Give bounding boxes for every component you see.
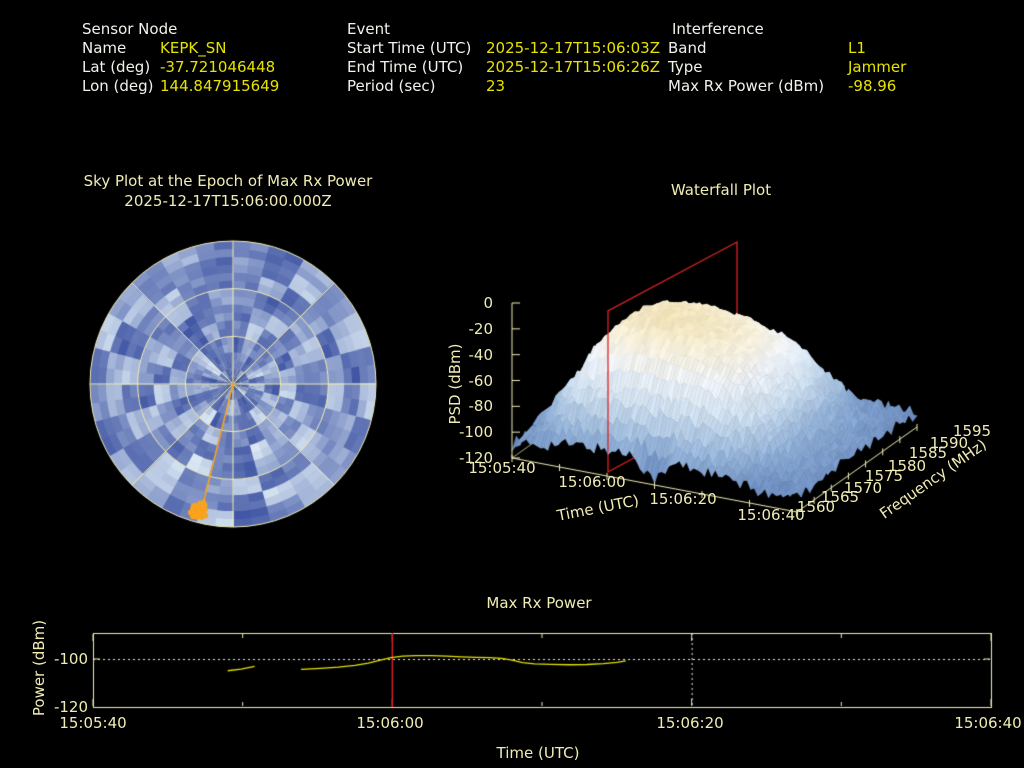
sky-plot-title: Sky Plot at the Epoch of Max Rx Power [83,172,373,190]
event-start-label: Start Time (UTC) [347,39,472,57]
interference-title: Interference [672,20,764,38]
waterfall-time-tick: 15:06:40 [737,506,805,524]
sky-plot-subtitle: 2025-12-17T15:06:00.000Z [124,192,332,210]
waterfall-z-tick: -100 [458,423,493,441]
waterfall-z-tick: -60 [468,372,494,390]
waterfall-title: Waterfall Plot [670,181,772,199]
sensor-lat-label: Lat (deg) [82,58,151,76]
waterfall-z-tick: -80 [468,397,494,415]
waterfall-z-tick: -20 [468,320,494,338]
waterfall-freq-tick: 1570 [843,479,883,497]
sensor-name-label: Name [82,39,127,57]
interference-type-label: Type [668,58,703,76]
interference-band-value: L1 [848,39,866,57]
sensor-name-value: KEPK_SN [160,39,227,57]
sensor-node-title: Sensor Node [82,20,178,38]
interference-power-label: Max Rx Power (dBm) [668,77,825,95]
power-x-axis-label: Time (UTC) [496,744,580,762]
power-y-tick: -120 [53,698,88,716]
waterfall-time-tick: 15:05:40 [468,459,536,477]
power-y-tick: -100 [53,650,88,668]
sensor-lat-value: -37.721046448 [160,58,276,76]
event-period-value: 23 [486,77,506,95]
event-start-value: 2025-12-17T15:06:03Z [486,39,660,57]
power-x-tick: 15:05:40 [59,714,127,732]
waterfall-freq-tick: 1560 [796,498,836,516]
waterfall-freq-tick: 1580 [887,457,927,475]
waterfall-z-tick: 0 [483,294,493,312]
interference-type-value: Jammer [848,58,907,76]
interference-band-label: Band [668,39,707,57]
sensor-lon-label: Lon (deg) [82,77,154,95]
waterfall-freq-tick: 1590 [929,434,969,452]
waterfall-z-tick: -120 [458,449,493,467]
interference-power-value: -98.96 [848,77,897,95]
waterfall-z-axis-label: PSD (dBm) [446,343,464,425]
waterfall-freq-tick: 1595 [952,422,992,440]
sensor-lon-value: 144.847915649 [160,77,280,95]
event-end-value: 2025-12-17T15:06:26Z [486,58,660,76]
waterfall-freq-tick: 1575 [864,467,904,485]
power-x-tick: 15:06:00 [356,714,424,732]
power-y-axis-label: Power (dBm) [30,619,48,717]
event-end-label: End Time (UTC) [347,58,464,76]
event-title: Event [347,20,390,38]
power-x-tick: 15:06:40 [954,714,1022,732]
waterfall-freq-tick: 1565 [820,488,860,506]
waterfall-time-tick: 15:06:20 [649,490,717,508]
event-period-label: Period (sec) [347,77,436,95]
waterfall-z-tick: -40 [468,346,494,364]
waterfall-freq-tick: 1585 [908,444,948,462]
waterfall-time-tick: 15:06:00 [558,473,626,491]
power-plot-title: Max Rx Power [486,594,592,612]
power-x-tick: 15:06:20 [656,714,724,732]
